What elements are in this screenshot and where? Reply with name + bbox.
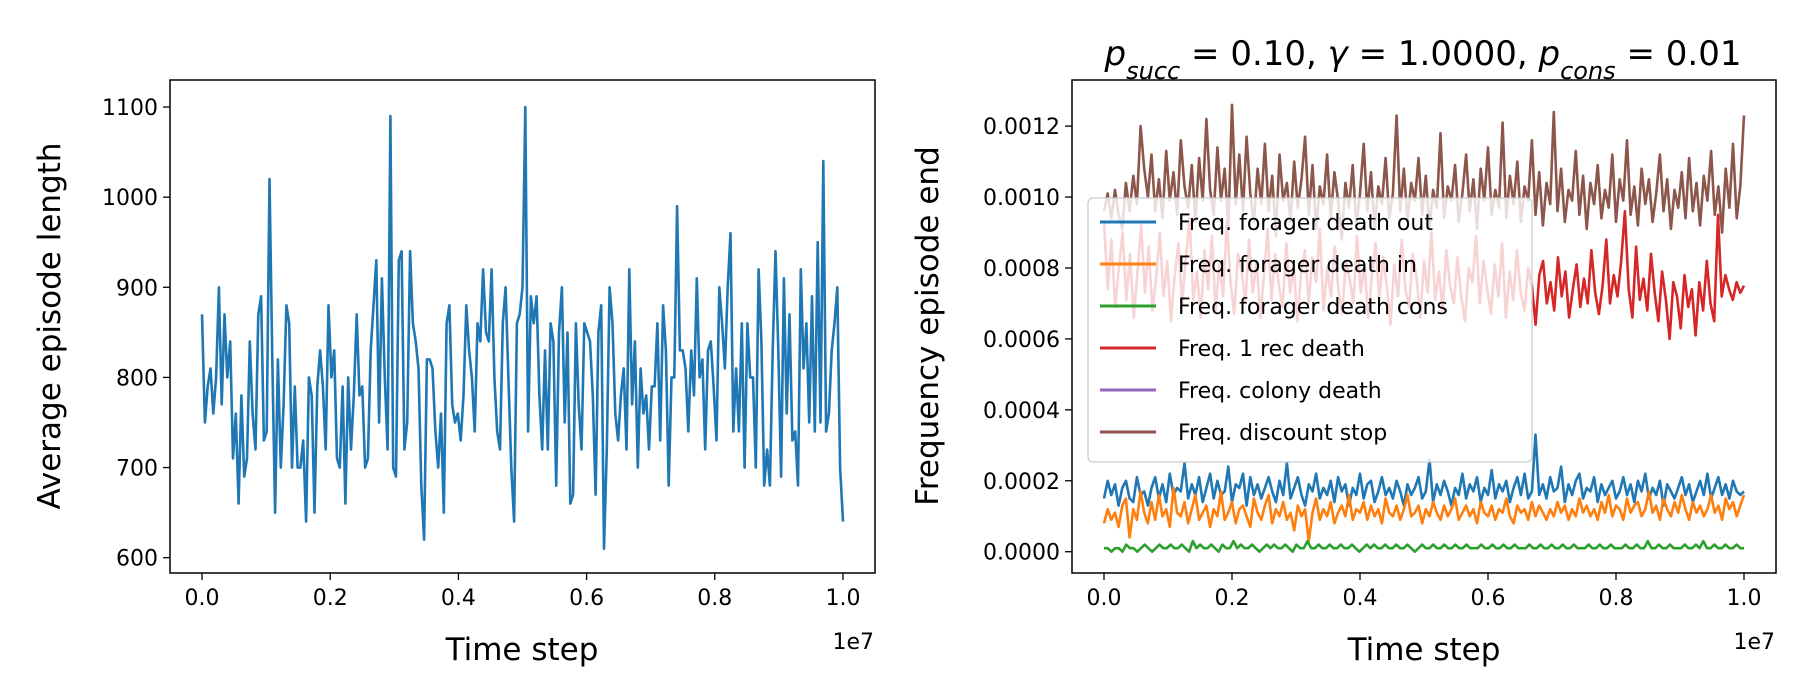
c0-line-series-0 xyxy=(200,105,845,551)
legend-label-freq-1-rec-death: Freq. 1 rec death xyxy=(1178,337,1365,362)
c1-line-freq-discount-stop xyxy=(1102,103,1746,241)
c0-x-tick-label: 1.0 xyxy=(825,586,860,611)
c1-x-tick-label: 0.6 xyxy=(1471,586,1506,611)
c1-x-tick-label: 0.4 xyxy=(1343,586,1378,611)
c0-y-tick-label: 600 xyxy=(116,547,158,572)
right-x-ticks: 0.0 0.2 0.4 0.6 0.8 1.0 xyxy=(1087,573,1762,611)
left-y-axis-label: Average episode length xyxy=(32,142,68,509)
right-chart: psucc = 0.10, γ = 1.0000, pcons = 0.01 F… xyxy=(910,34,1777,668)
right-plot-lines xyxy=(1102,103,1746,554)
legend-label-freq-discount-stop: Freq. discount stop xyxy=(1178,421,1387,446)
c1-y-tick-label: 0.0006 xyxy=(983,328,1060,353)
c0-y-tick-label: 1000 xyxy=(102,186,158,211)
left-x-ticks: 0.0 0.2 0.4 0.6 0.8 1.0 xyxy=(185,573,860,611)
c0-y-tick-label: 900 xyxy=(116,276,158,301)
c1-x-tick-label: 0.2 xyxy=(1215,586,1250,611)
c0-x-tick-label: 0.4 xyxy=(441,586,476,611)
right-x-offset-label: 1e7 xyxy=(1733,630,1775,655)
c0-x-tick-label: 0.2 xyxy=(313,586,348,611)
c1-y-tick-label: 0.0012 xyxy=(983,115,1060,140)
c0-y-tick-label: 800 xyxy=(116,366,158,391)
c1-line-freq-forager-death-cons xyxy=(1104,539,1744,554)
c1-line-freq-forager-death-in xyxy=(1102,486,1746,543)
right-y-ticks: 0.0000 0.0002 0.0004 0.0006 0.0008 0.0010 0.00… xyxy=(983,115,1072,566)
c0-x-tick-label: 0.6 xyxy=(569,586,604,611)
c1-y-tick-label: 0.0004 xyxy=(983,399,1060,424)
c0-y-tick-label: 700 xyxy=(116,457,158,482)
legend-label-freq-forager-death-out: Freq. forager death out xyxy=(1178,211,1433,236)
c1-y-tick-label: 0.0000 xyxy=(983,541,1060,566)
c1-line-freq-forager-death-out xyxy=(1102,433,1745,507)
legend-label-freq-forager-death-in: Freq. forager death in xyxy=(1178,253,1417,278)
c0-x-tick-label: 0.0 xyxy=(185,586,220,611)
legend-label-freq-colony-death: Freq. colony death xyxy=(1178,379,1382,404)
right-chart-title: psucc = 0.10, γ = 1.0000, pcons = 0.01 xyxy=(1104,34,1742,85)
left-x-axis-label: Time step xyxy=(445,632,599,668)
c1-x-tick-label: 1.0 xyxy=(1727,586,1762,611)
c0-x-tick-label: 0.8 xyxy=(697,586,732,611)
left-chart: 0.0 0.2 0.4 0.6 0.8 1.0 60070080090010001100 … xyxy=(32,79,876,668)
left-x-offset-label: 1e7 xyxy=(832,630,874,655)
left-axes-frame xyxy=(169,79,876,574)
right-x-axis-label: Time step xyxy=(1347,632,1501,668)
c0-y-tick-label: 1100 xyxy=(102,96,158,121)
right-y-axis-label: Frequency episode end xyxy=(910,146,946,505)
legend-label-freq-forager-death-cons: Freq. forager death cons xyxy=(1178,295,1448,320)
c1-y-tick-label: 0.0010 xyxy=(983,186,1060,211)
left-y-ticks: 600 700 800 900 1000 1100 xyxy=(102,96,170,572)
right-axes-frame xyxy=(1071,79,1777,574)
c1-y-tick-label: 0.0008 xyxy=(983,257,1060,282)
right-legend: Freq. forager death out Freq. forager dea… xyxy=(1087,197,1533,463)
c1-x-tick-label: 0.8 xyxy=(1599,586,1634,611)
c1-x-tick-label: 0.0 xyxy=(1087,586,1122,611)
left-plot-lines xyxy=(200,105,845,551)
c1-y-tick-label: 0.0002 xyxy=(983,470,1060,495)
legend-box xyxy=(1087,197,1533,463)
